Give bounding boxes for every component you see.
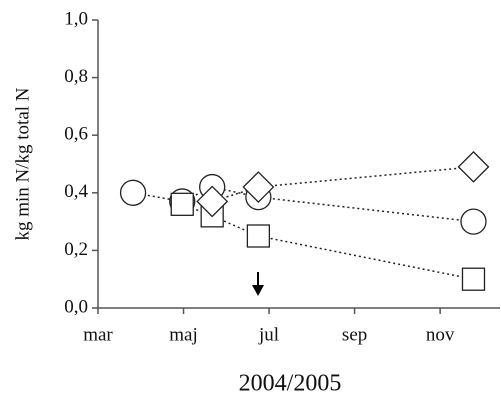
x-tick-label: maj	[169, 324, 198, 345]
series-line	[181, 203, 474, 280]
y-tick-label: 0,6	[64, 124, 88, 145]
y-tick-label: 0,8	[64, 66, 88, 87]
y-tick-label: 1,0	[64, 8, 88, 29]
point	[246, 224, 271, 248]
point	[457, 150, 490, 183]
arrow	[252, 272, 264, 296]
x-tick-label: sep	[342, 324, 367, 345]
x-tick-label: nov	[426, 324, 455, 345]
x-tick-label: mar	[83, 324, 113, 345]
point	[242, 171, 275, 203]
point	[170, 192, 194, 216]
point	[460, 208, 487, 235]
point	[196, 185, 229, 218]
point	[119, 179, 147, 206]
point	[461, 267, 486, 291]
x-axis-label: 2004/2005	[239, 371, 342, 397]
y-tick-label: 0,4	[64, 181, 88, 202]
y-tick-label: 0,0	[64, 296, 88, 317]
y-axis-label: kg min N/kg total N	[12, 87, 33, 240]
x-tick-label: jul	[258, 324, 279, 345]
series-line	[211, 166, 474, 203]
y-tick-label: 0,2	[64, 239, 88, 260]
